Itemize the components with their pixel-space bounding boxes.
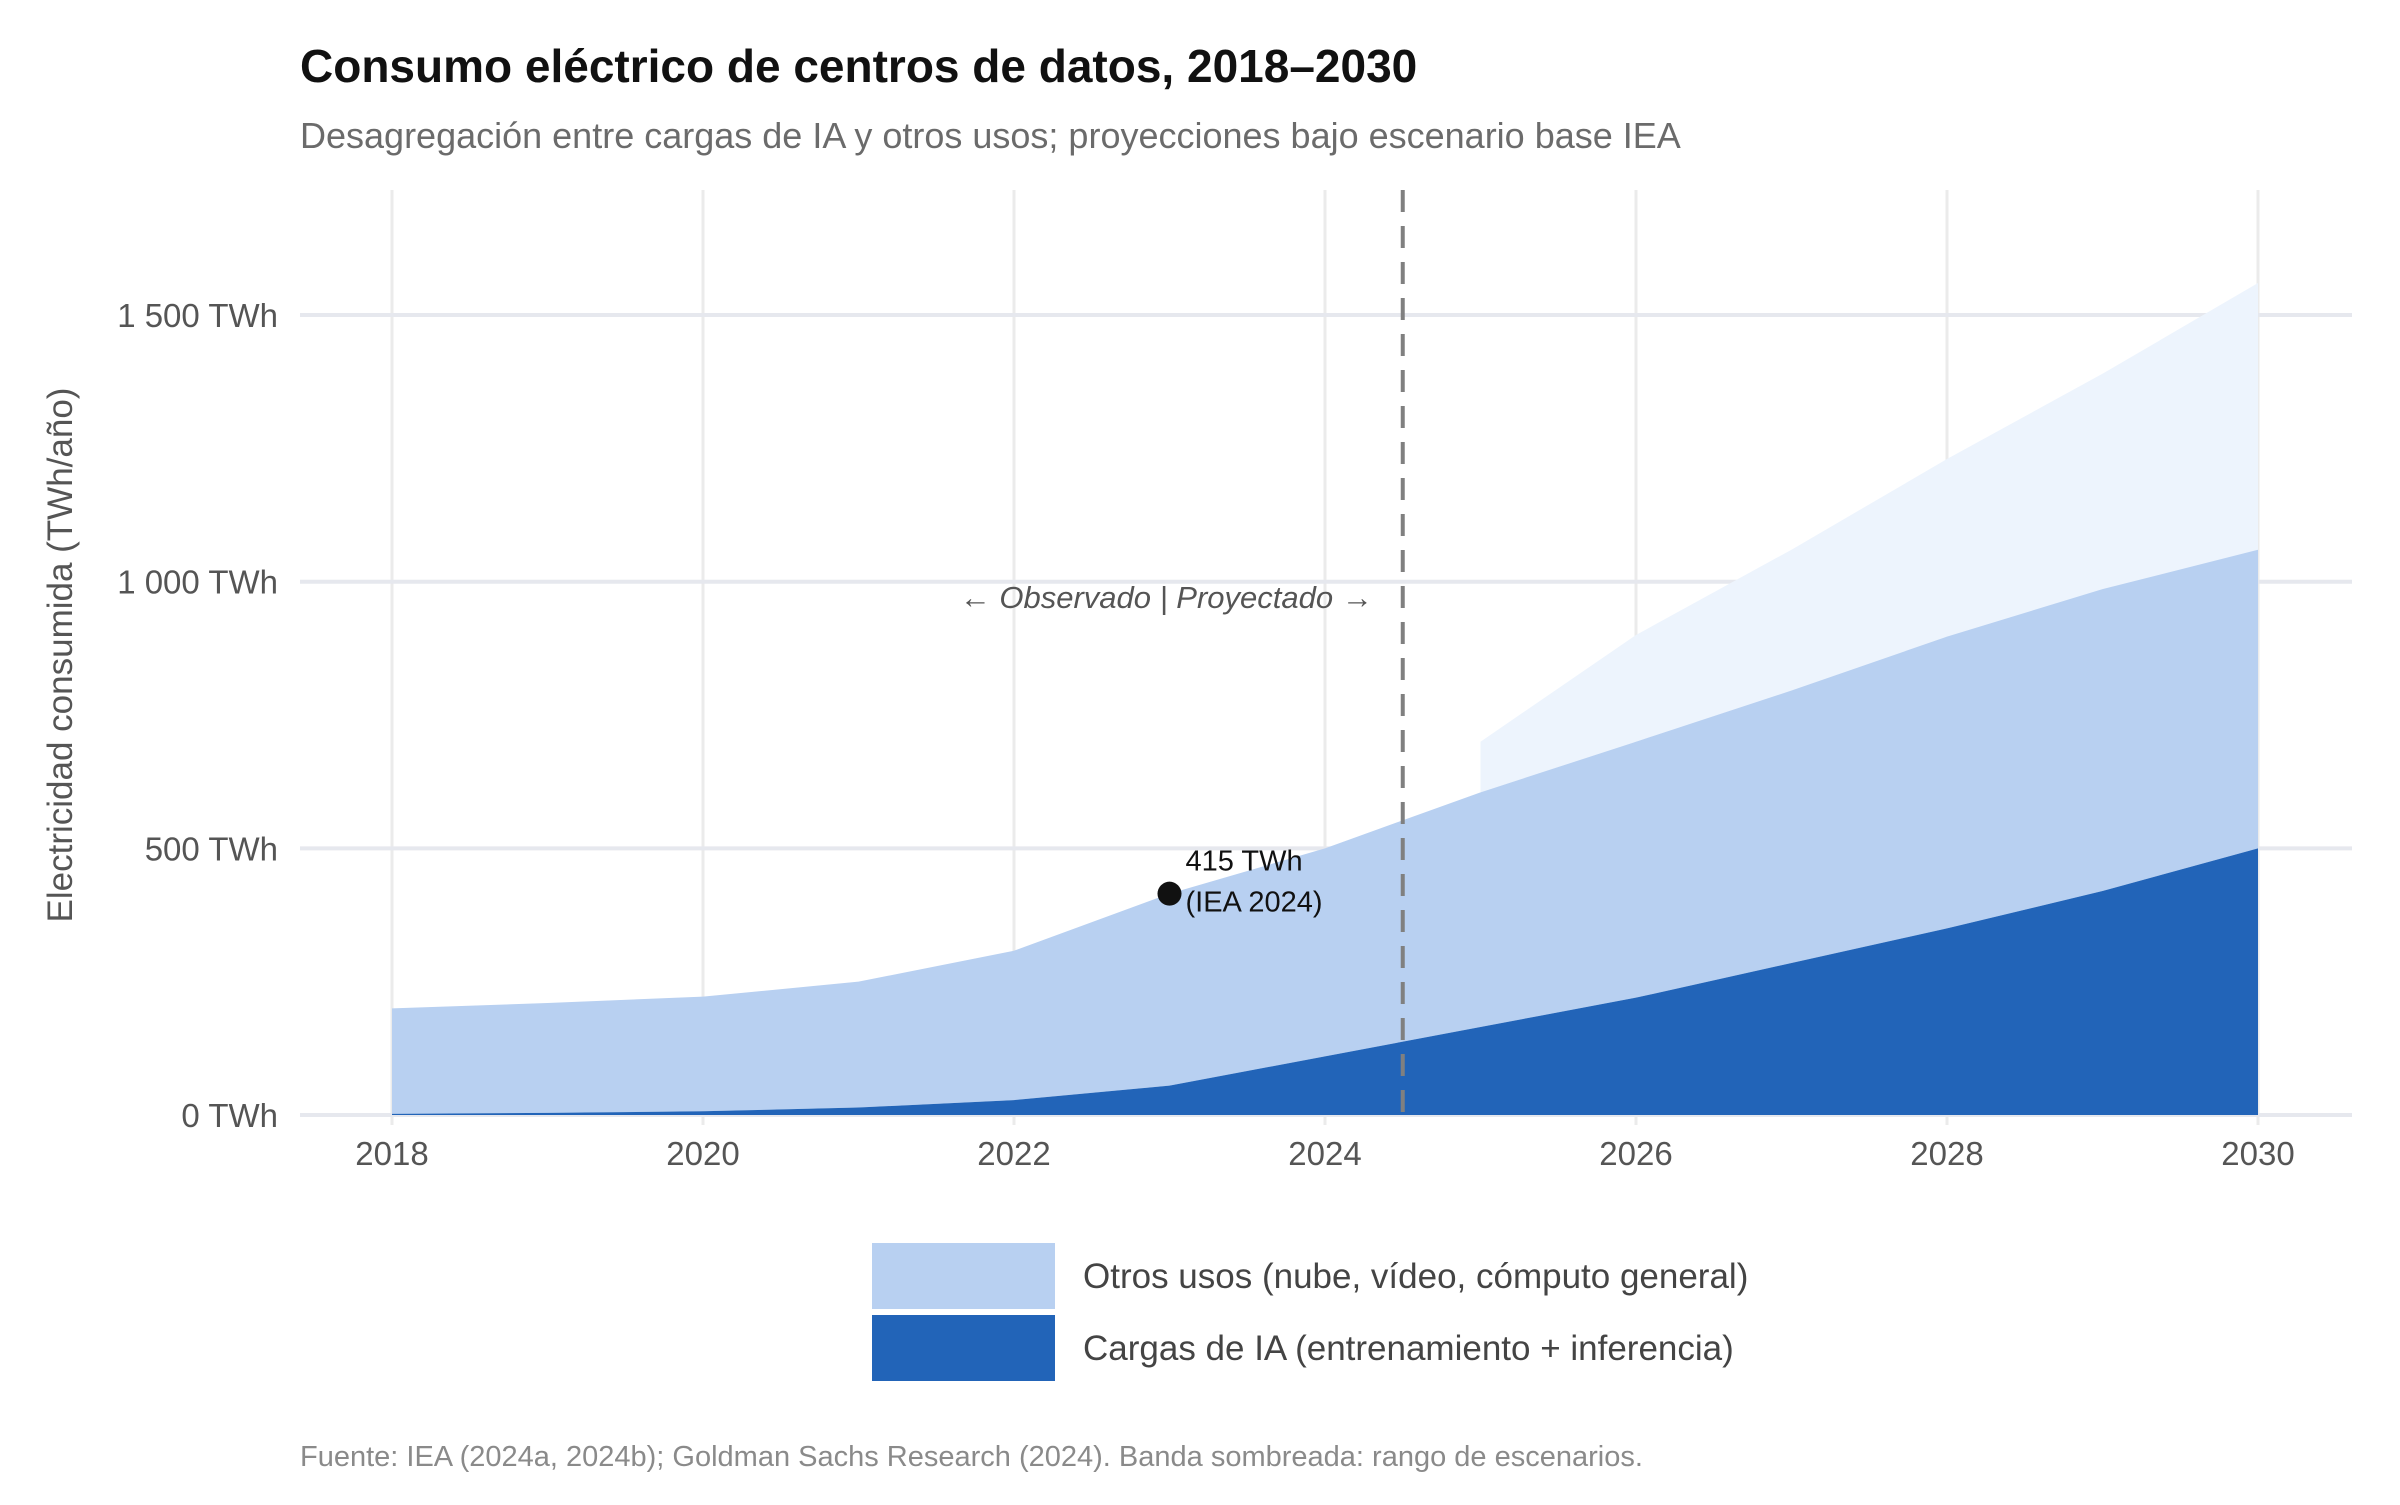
legend-label: Otros usos (nube, vídeo, cómputo general… bbox=[1083, 1257, 1748, 1296]
legend-swatch bbox=[872, 1315, 1055, 1381]
y-tick-label: 1 000 TWh bbox=[117, 564, 278, 601]
point-label: (IEA 2024) bbox=[1186, 887, 1323, 919]
x-tick-label: 2030 bbox=[2221, 1135, 2294, 1172]
data-point-iea-2023 bbox=[1157, 881, 1182, 906]
y-axis-label: Electricidad consumida (TWh/año) bbox=[41, 388, 80, 923]
area-otros-usos bbox=[392, 549, 2258, 1114]
x-tick-label: 2024 bbox=[1288, 1135, 1361, 1172]
axes: 2018 2020 2022 2024 2026 2028 2030 0 TWh 500 TWh… bbox=[117, 297, 2295, 1172]
marks: ← Observado | Proyectado → 415 TWh (IEA 20… bbox=[960, 190, 1405, 1115]
legend-label: Cargas de IA (entrenamiento + inferencia… bbox=[1083, 1329, 1734, 1368]
scenario-band bbox=[1480, 283, 2258, 793]
legend-swatch bbox=[872, 1243, 1055, 1309]
x-tick-label: 2028 bbox=[1910, 1135, 1983, 1172]
chart-title: Consumo eléctrico de centros de datos, 2… bbox=[300, 40, 1417, 92]
period-annotation: ← Observado | Proyectado → bbox=[960, 580, 1373, 615]
chart-subtitle: Desagregación entre cargas de IA y otros… bbox=[300, 115, 1681, 156]
y-tick-label: 0 TWh bbox=[181, 1097, 278, 1134]
x-tick-label: 2018 bbox=[355, 1135, 428, 1172]
x-tick-label: 2022 bbox=[977, 1135, 1050, 1172]
x-tick-label: 2026 bbox=[1599, 1135, 1672, 1172]
point-label: 415 TWh bbox=[1186, 846, 1303, 878]
area-cargas-ia bbox=[392, 848, 2258, 1115]
x-tick-label: 2020 bbox=[666, 1135, 739, 1172]
y-tick-label: 500 TWh bbox=[145, 830, 278, 867]
legend: Otros usos (nube, vídeo, cómputo general… bbox=[872, 1243, 1748, 1381]
caption: Fuente: IEA (2024a, 2024b); Goldman Sach… bbox=[300, 1441, 1643, 1473]
y-tick-label: 1 500 TWh bbox=[117, 297, 278, 334]
areas bbox=[392, 283, 2258, 1115]
